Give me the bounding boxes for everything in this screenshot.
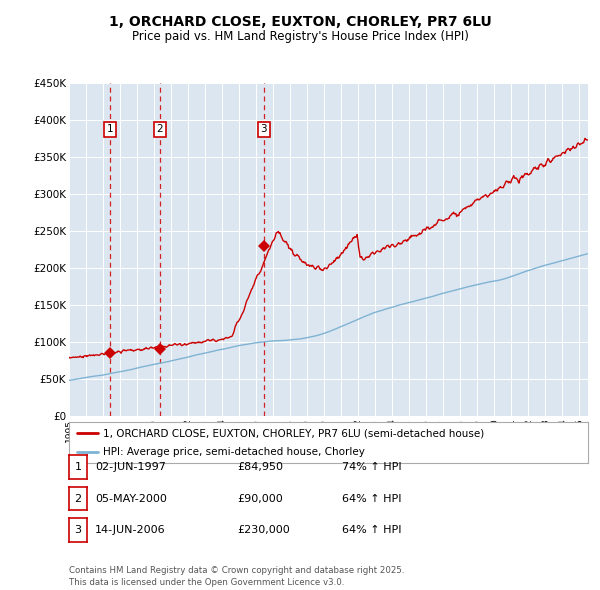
Text: 74% ↑ HPI: 74% ↑ HPI [342, 463, 401, 472]
Text: 3: 3 [260, 124, 267, 135]
Text: 2: 2 [157, 124, 163, 135]
Text: 14-JUN-2006: 14-JUN-2006 [95, 525, 166, 535]
Text: 1, ORCHARD CLOSE, EUXTON, CHORLEY, PR7 6LU: 1, ORCHARD CLOSE, EUXTON, CHORLEY, PR7 6… [109, 15, 491, 30]
Text: 64% ↑ HPI: 64% ↑ HPI [342, 494, 401, 503]
Text: HPI: Average price, semi-detached house, Chorley: HPI: Average price, semi-detached house,… [103, 447, 365, 457]
Text: Contains HM Land Registry data © Crown copyright and database right 2025.
This d: Contains HM Land Registry data © Crown c… [69, 566, 404, 587]
Text: 3: 3 [74, 525, 82, 535]
Text: 1, ORCHARD CLOSE, EUXTON, CHORLEY, PR7 6LU (semi-detached house): 1, ORCHARD CLOSE, EUXTON, CHORLEY, PR7 6… [103, 428, 484, 438]
Text: 1: 1 [107, 124, 113, 135]
Text: 1: 1 [74, 463, 82, 472]
Text: 2: 2 [74, 494, 82, 503]
Text: Price paid vs. HM Land Registry's House Price Index (HPI): Price paid vs. HM Land Registry's House … [131, 30, 469, 43]
Text: 05-MAY-2000: 05-MAY-2000 [95, 494, 167, 503]
Text: £230,000: £230,000 [237, 525, 290, 535]
Text: £84,950: £84,950 [237, 463, 283, 472]
Text: 02-JUN-1997: 02-JUN-1997 [95, 463, 166, 472]
Text: 64% ↑ HPI: 64% ↑ HPI [342, 525, 401, 535]
Text: £90,000: £90,000 [237, 494, 283, 503]
